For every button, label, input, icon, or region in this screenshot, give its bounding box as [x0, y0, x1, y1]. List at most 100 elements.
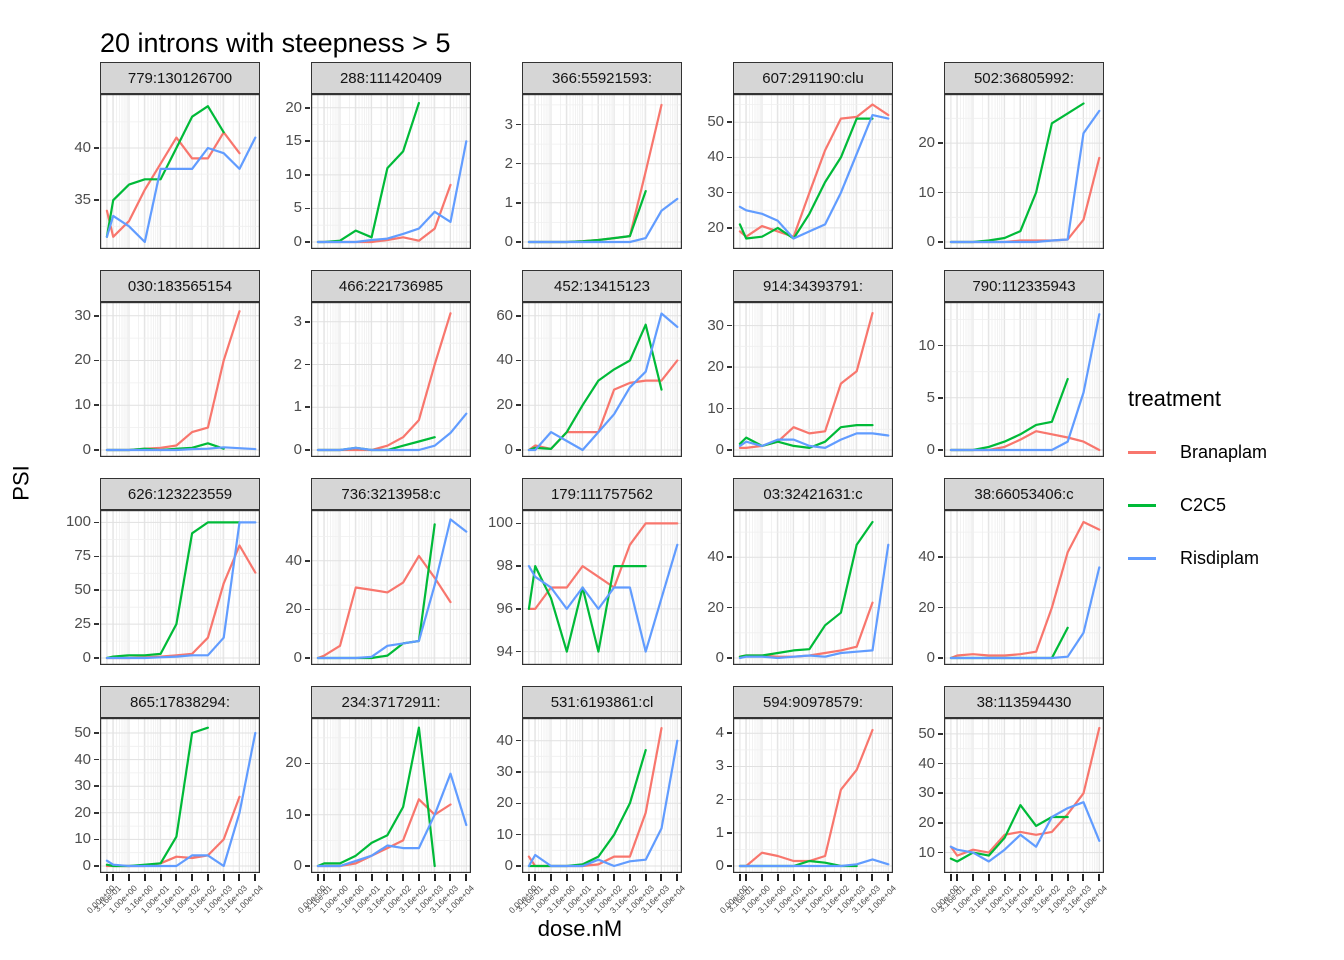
facet: 626:123223559 0 25 50 75 100 — [56, 478, 260, 666]
y-tick-label: 0 — [504, 857, 513, 874]
y-tick-label: 40 — [74, 139, 91, 156]
y-tick-label: 2 — [715, 790, 724, 808]
x-tick-mark — [527, 874, 530, 881]
y-tick-label: 40 — [918, 754, 935, 772]
y-tick-label: 20 — [707, 218, 724, 236]
y-tick-mark — [305, 449, 310, 451]
y-tick-label: 94 — [496, 642, 513, 660]
legend: treatment Branaplam C2C5 Risdiplam — [1128, 386, 1267, 601]
y-tick-label: 3 — [715, 757, 724, 775]
y-axis: 0 20 40 — [267, 510, 311, 666]
facet-strip-label: 865:17838294: — [129, 693, 231, 711]
x-tick-mark — [175, 874, 178, 881]
y-tick-mark — [727, 798, 732, 801]
page-title: 20 introns with steepness > 5 — [100, 28, 451, 59]
y-tick-mark — [94, 623, 99, 625]
y-tick-mark — [94, 811, 99, 814]
y-tick-mark — [305, 657, 310, 659]
y-tick-mark — [516, 404, 521, 407]
y-tick-label: 20 — [707, 598, 724, 616]
legend-label: C2C5 — [1180, 495, 1227, 515]
x-tick-mark — [316, 874, 319, 881]
y-tick-label: 30 — [918, 784, 935, 802]
y-tick-mark — [727, 657, 732, 659]
y-tick-mark — [305, 762, 310, 765]
facet-strip: 366:55921593: — [522, 62, 682, 94]
facet-strip-label: 38:113594430 — [976, 693, 1072, 711]
y-axis: 20 30 40 50 — [689, 94, 733, 249]
y-tick-label: 20 — [918, 134, 935, 152]
x-tick-mark — [323, 874, 326, 881]
facet-strip: 865:17838294: — [100, 686, 260, 718]
facet-strip: 03:32421631:c — [733, 478, 893, 510]
y-tick-mark — [938, 657, 943, 659]
y-tick-label: 0 — [293, 857, 302, 874]
facet-strip: 502:36805992: — [944, 62, 1104, 94]
y-tick-label: 100 — [487, 514, 513, 532]
x-tick-mark — [824, 874, 827, 881]
x-axis: 0.00e+00 3.16e-01 1.00e+00 3.16e+00 1.00e+01… — [929, 873, 1109, 927]
y-axis: 10 20 30 40 50 — [900, 718, 944, 873]
y-tick-label: 0 — [82, 441, 91, 458]
x-tick-mark — [159, 874, 162, 881]
y-tick-mark — [94, 555, 99, 558]
x-tick-mark — [112, 874, 115, 881]
y-tick-label: 96 — [496, 599, 513, 617]
x-tick-mark — [745, 874, 748, 881]
facet-strip-label: 288:111420409 — [339, 69, 443, 87]
facet-strip-label: 790:112335943 — [972, 277, 1076, 295]
x-tick-mark — [550, 874, 553, 881]
y-tick-label: 98 — [496, 557, 513, 575]
facet: 779:130126700 35 40 — [56, 62, 260, 249]
facet-strip: 914:34393791: — [733, 270, 893, 302]
facet: 030:183565154 0 10 20 30 — [56, 270, 260, 458]
y-tick-mark — [516, 608, 521, 610]
facet-panel — [522, 718, 682, 873]
facet-strip: 179:111757562 — [522, 478, 682, 510]
y-tick-mark — [516, 241, 521, 243]
facet-strip: 030:183565154 — [100, 270, 260, 302]
facet-strip: 288:111420409 — [311, 62, 471, 94]
x-tick-mark — [191, 874, 194, 881]
facet-panel — [733, 510, 893, 665]
y-tick-mark — [727, 606, 732, 609]
y-tick-label: 0 — [715, 441, 724, 458]
y-tick-label: 0 — [926, 649, 935, 666]
y-axis: 35 40 — [56, 94, 100, 249]
x-tick-mark — [613, 874, 616, 881]
y-tick-mark — [938, 142, 943, 144]
facet-strip-label: 03:32421631:c — [763, 485, 863, 503]
y-tick-label: 50 — [707, 113, 724, 131]
y-tick-label: 20 — [496, 794, 513, 812]
y-tick-mark — [516, 314, 521, 317]
x-tick-mark — [402, 874, 405, 881]
facet-strip-label: 607:291190:clu — [762, 69, 864, 87]
y-tick-label: 20 — [74, 803, 91, 821]
facet-strip-label: 366:55921593: — [551, 69, 653, 87]
y-tick-label: 30 — [707, 316, 724, 334]
facet-strip-label: 466:221736985 — [338, 277, 444, 295]
y-tick-mark — [938, 762, 943, 765]
facet-panel — [100, 510, 260, 665]
y-tick-label: 30 — [496, 763, 513, 780]
y-tick-label: 30 — [74, 777, 91, 795]
legend-item: C2C5 — [1128, 495, 1267, 516]
facet-panel — [944, 510, 1104, 665]
y-tick-mark — [305, 865, 310, 867]
y-tick-label: 2 — [293, 355, 302, 373]
y-tick-label: 10 — [918, 336, 935, 354]
y-tick-label: 60 — [496, 306, 513, 324]
facet-panel — [311, 510, 471, 665]
x-tick-mark — [628, 874, 631, 881]
facet-strip-label: 626:123223559 — [127, 485, 233, 503]
y-tick-label: 40 — [918, 548, 935, 566]
y-tick-label: 40 — [74, 750, 91, 768]
facet-panel — [522, 510, 682, 665]
y-tick-mark — [94, 359, 99, 362]
x-tick-mark — [417, 874, 420, 881]
y-tick-label: 20 — [918, 598, 935, 616]
y-tick-mark — [305, 174, 310, 176]
y-axis: 0 20 40 — [900, 510, 944, 666]
x-tick-mark — [761, 874, 764, 881]
x-tick-mark — [386, 874, 389, 881]
